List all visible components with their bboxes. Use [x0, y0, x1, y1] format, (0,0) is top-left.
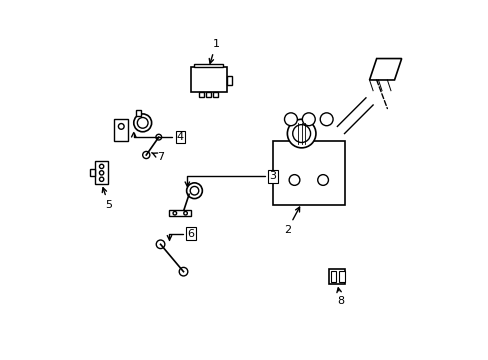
Text: 1: 1: [209, 39, 219, 63]
Bar: [194, 64, 223, 67]
Bar: [90, 169, 95, 176]
Circle shape: [292, 125, 310, 143]
Text: 8: 8: [336, 288, 344, 306]
Circle shape: [137, 117, 148, 128]
Text: 3: 3: [185, 171, 276, 186]
Circle shape: [186, 183, 202, 199]
Bar: [272, 141, 344, 205]
Circle shape: [99, 164, 103, 168]
Polygon shape: [369, 59, 401, 80]
Bar: [198, 93, 203, 97]
Bar: [330, 271, 336, 282]
Circle shape: [317, 175, 328, 185]
Bar: [205, 93, 210, 97]
Circle shape: [190, 186, 198, 195]
Bar: [190, 67, 226, 93]
Bar: [339, 271, 344, 282]
Circle shape: [156, 240, 164, 249]
Text: 6: 6: [167, 229, 194, 240]
Circle shape: [134, 114, 151, 132]
Circle shape: [183, 211, 187, 215]
Bar: [169, 210, 190, 216]
Text: 2: 2: [283, 207, 299, 235]
Circle shape: [179, 267, 187, 276]
Bar: [213, 93, 218, 97]
Circle shape: [99, 177, 103, 181]
Bar: [95, 161, 108, 184]
Circle shape: [99, 171, 103, 175]
Circle shape: [320, 113, 332, 126]
Text: 5: 5: [102, 188, 112, 210]
Circle shape: [142, 152, 149, 158]
Circle shape: [302, 113, 315, 126]
Bar: [135, 111, 141, 116]
Circle shape: [118, 123, 124, 129]
Text: 4: 4: [131, 132, 183, 142]
Circle shape: [288, 175, 299, 185]
Circle shape: [173, 211, 176, 215]
Text: 7: 7: [151, 152, 164, 162]
Bar: [328, 269, 345, 284]
Bar: [114, 119, 128, 141]
Bar: [226, 76, 231, 85]
Circle shape: [284, 113, 297, 126]
Circle shape: [156, 134, 162, 140]
Circle shape: [287, 119, 315, 148]
